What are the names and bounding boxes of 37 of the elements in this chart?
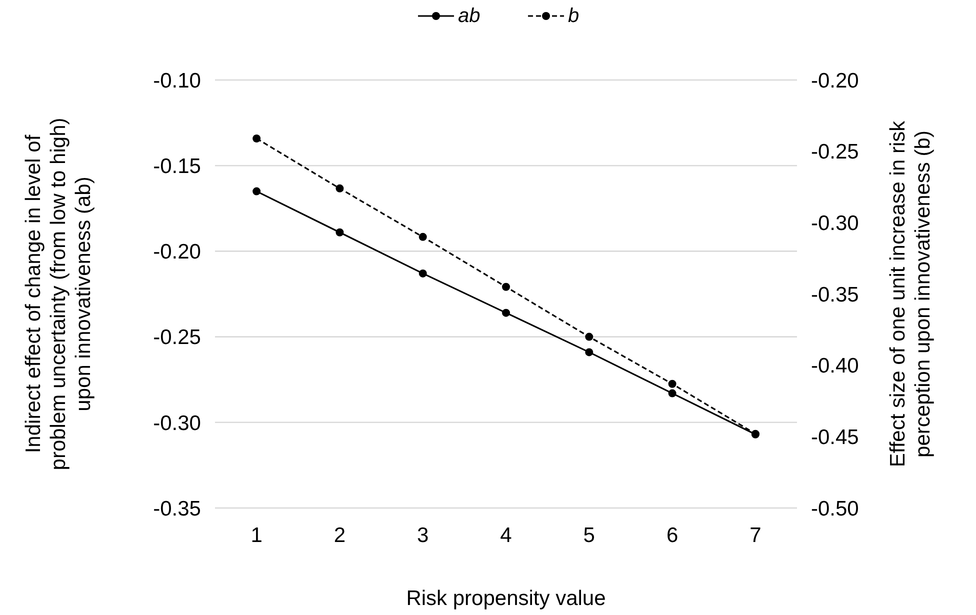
point bbox=[668, 389, 676, 398]
y-tick-label: -0.20 bbox=[153, 240, 201, 264]
y-tick-label: -0.15 bbox=[153, 154, 201, 178]
point bbox=[252, 187, 261, 196]
point bbox=[252, 134, 261, 142]
y-tick-label: -0.10 bbox=[153, 69, 201, 92]
y2-tick-label: -0.30 bbox=[811, 212, 859, 236]
y2-tick-label: -0.45 bbox=[811, 426, 859, 450]
y-axis-title: Indirect effect of change in level of problem uncertainty (from low to high) upon innovativeness (ab) bbox=[22, 118, 96, 470]
legend-label: ab bbox=[458, 5, 480, 27]
y2-tick-label: -0.35 bbox=[811, 283, 859, 306]
point bbox=[585, 332, 594, 341]
y2-tick-label: -0.25 bbox=[811, 140, 859, 164]
point bbox=[418, 232, 427, 241]
point bbox=[336, 184, 344, 192]
point bbox=[336, 228, 344, 236]
y2-axis-title: Effect size of one unit increase in risk perception upon innovativeness (b) bbox=[886, 120, 935, 468]
x-tick-label: 5 bbox=[583, 524, 595, 547]
point bbox=[502, 308, 510, 317]
x-tick-label: 2 bbox=[334, 524, 346, 547]
y2-tick-label: -0.40 bbox=[811, 354, 859, 378]
x-tick-label: 1 bbox=[250, 524, 262, 547]
point bbox=[418, 269, 427, 278]
x-tick-label: 3 bbox=[417, 524, 429, 547]
legend-label: b bbox=[568, 5, 580, 27]
x-axis-title: Risk propensity value bbox=[406, 587, 606, 610]
point bbox=[502, 282, 510, 291]
point bbox=[668, 380, 676, 388]
x-tick-label: 6 bbox=[666, 524, 678, 547]
x-tick-label: 7 bbox=[750, 524, 762, 547]
y2-tick-label: -0.50 bbox=[811, 497, 859, 520]
x-tick-label: 4 bbox=[500, 524, 512, 547]
y-tick-label: -0.35 bbox=[153, 497, 201, 520]
y2-tick-label: -0.20 bbox=[811, 69, 859, 92]
point bbox=[585, 348, 594, 356]
y-tick-label: -0.25 bbox=[153, 326, 201, 350]
y-tick-label: -0.30 bbox=[153, 412, 201, 435]
